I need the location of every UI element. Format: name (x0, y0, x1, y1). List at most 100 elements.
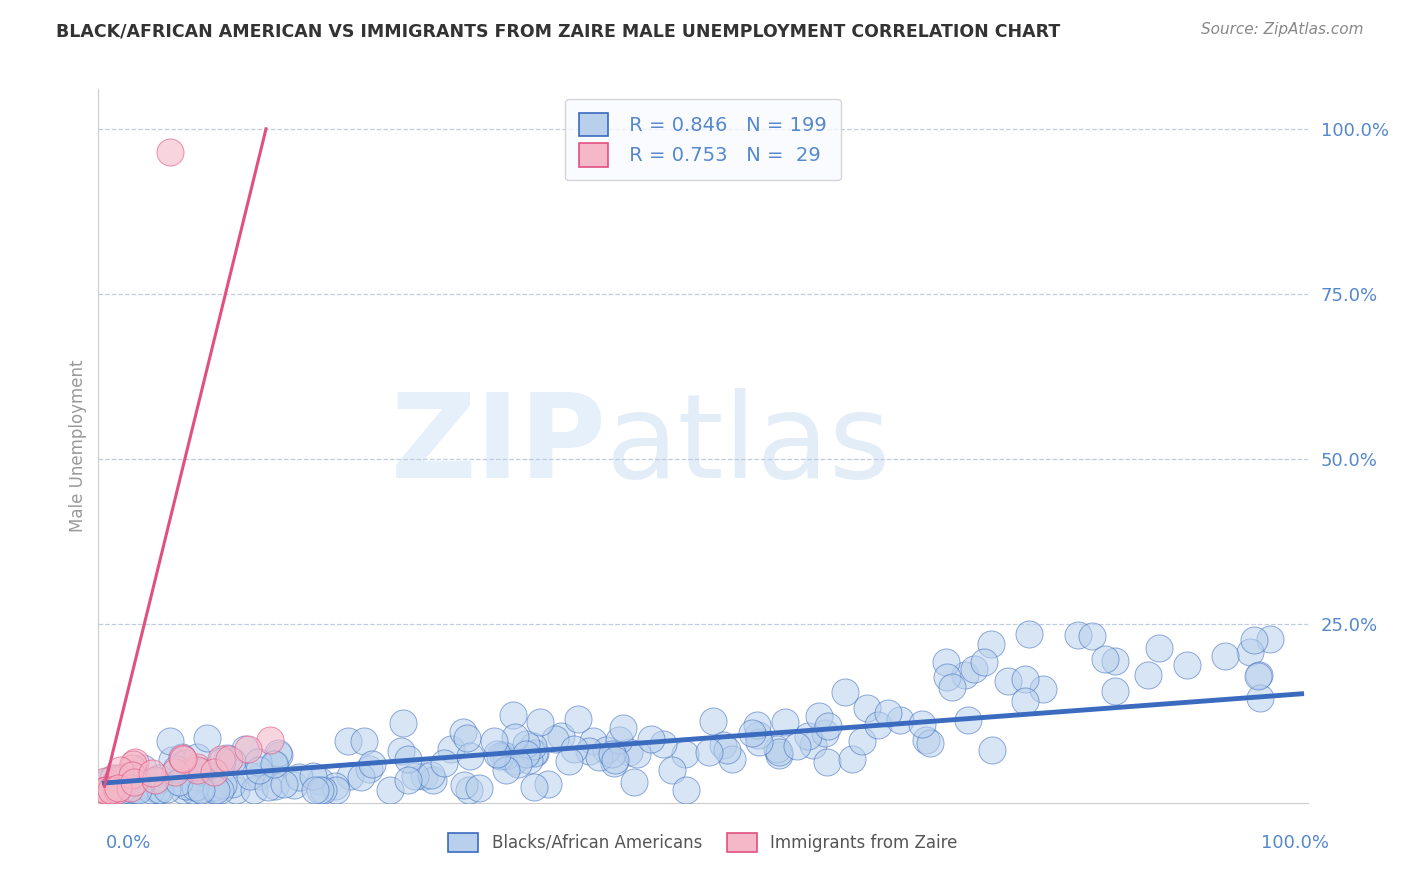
Point (502, 754, 524, 768)
Point (389, 744, 412, 758)
Point (595, 743, 617, 757)
Point (524, 747, 547, 761)
Point (186, 760, 208, 774)
Point (768, 745, 790, 759)
Point (129, 778, 152, 792)
Point (814, 726, 837, 740)
Text: Source: ZipAtlas.com: Source: ZipAtlas.com (1201, 22, 1364, 37)
Point (148, 771, 170, 785)
Point (309, 773, 332, 788)
Point (221, 754, 243, 768)
Point (353, 734, 375, 748)
Point (1213, 648, 1236, 663)
Point (263, 779, 285, 793)
Point (172, 782, 194, 797)
Point (159, 145, 181, 159)
Point (149, 782, 172, 797)
Point (221, 777, 243, 791)
Point (183, 782, 205, 797)
Point (748, 734, 770, 748)
Point (211, 752, 233, 766)
Point (94, 773, 117, 788)
Point (856, 701, 879, 715)
Point (765, 742, 787, 756)
Point (745, 718, 768, 732)
Point (557, 754, 579, 768)
Point (517, 753, 540, 767)
Point (118, 782, 141, 797)
Point (973, 655, 995, 669)
Point (877, 706, 900, 720)
Point (567, 712, 589, 726)
Point (603, 753, 626, 767)
Point (273, 777, 295, 791)
Point (165, 762, 187, 776)
Point (247, 755, 270, 769)
Point (413, 769, 436, 783)
Point (523, 746, 546, 760)
Point (515, 737, 537, 751)
Point (889, 713, 911, 727)
Point (503, 731, 526, 745)
Point (115, 769, 138, 783)
Point (120, 780, 142, 795)
Point (187, 773, 209, 788)
Point (139, 782, 162, 797)
Point (941, 680, 963, 694)
Point (176, 756, 198, 770)
Point (422, 772, 444, 787)
Point (396, 752, 419, 766)
Point (323, 779, 346, 793)
Point (697, 745, 720, 759)
Text: ZIP: ZIP (391, 389, 606, 503)
Point (122, 775, 145, 789)
Point (537, 777, 560, 791)
Point (267, 746, 290, 760)
Point (107, 780, 129, 795)
Point (392, 715, 415, 730)
Point (304, 782, 326, 797)
Point (419, 768, 441, 782)
Point (121, 769, 143, 783)
Point (360, 757, 382, 772)
Point (486, 747, 509, 762)
Point (97, 782, 120, 797)
Point (915, 733, 938, 747)
Point (980, 743, 1002, 757)
Text: atlas: atlas (606, 389, 891, 503)
Point (336, 734, 359, 748)
Point (1175, 657, 1198, 672)
Point (195, 731, 218, 745)
Point (529, 714, 551, 729)
Point (661, 763, 683, 777)
Point (325, 782, 347, 797)
Point (145, 782, 167, 797)
Text: 0.0%: 0.0% (105, 834, 150, 852)
Point (183, 780, 205, 795)
Point (100, 782, 122, 797)
Point (201, 774, 224, 789)
Point (747, 728, 769, 742)
Point (997, 673, 1019, 688)
Point (495, 749, 517, 764)
Point (202, 765, 225, 780)
Point (607, 733, 630, 747)
Text: 100.0%: 100.0% (1261, 834, 1329, 852)
Point (600, 747, 623, 761)
Point (259, 732, 281, 747)
Point (235, 741, 257, 756)
Point (675, 782, 697, 797)
Point (267, 747, 290, 762)
Point (935, 655, 957, 669)
Point (468, 780, 491, 795)
Point (617, 746, 640, 760)
Point (125, 776, 148, 790)
Point (815, 755, 838, 769)
Point (169, 775, 191, 789)
Point (768, 747, 790, 762)
Point (492, 748, 515, 763)
Point (264, 757, 287, 772)
Point (1104, 654, 1126, 668)
Point (502, 707, 524, 722)
Point (174, 779, 197, 793)
